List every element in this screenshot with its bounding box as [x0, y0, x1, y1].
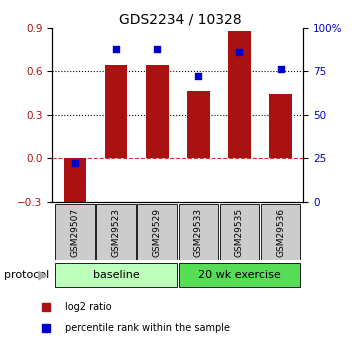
Text: GSM29507: GSM29507	[70, 207, 79, 257]
Bar	[179, 264, 300, 287]
Point	[236, 49, 242, 55]
Bar	[179, 204, 218, 260]
Text: log2 ratio: log2 ratio	[65, 302, 111, 312]
Text: GSM29535: GSM29535	[235, 207, 244, 257]
Bar	[146, 65, 169, 158]
Bar	[187, 91, 210, 158]
Bar	[228, 30, 251, 158]
Bar	[105, 65, 127, 158]
Bar	[138, 204, 177, 260]
Text: 20 wk exercise: 20 wk exercise	[198, 270, 281, 280]
Point	[72, 161, 78, 166]
Bar	[55, 264, 177, 287]
Text: baseline: baseline	[93, 270, 139, 280]
Text: GSM29523: GSM29523	[112, 207, 121, 257]
Text: protocol: protocol	[4, 270, 49, 280]
Point	[155, 46, 160, 51]
Bar	[64, 158, 86, 206]
Bar	[55, 204, 95, 260]
Text: GDS2234 / 10328: GDS2234 / 10328	[119, 12, 242, 26]
Bar	[96, 204, 136, 260]
Point	[195, 73, 201, 79]
Bar	[220, 204, 259, 260]
Text: GSM29533: GSM29533	[194, 207, 203, 257]
Point	[278, 67, 283, 72]
Bar	[261, 204, 300, 260]
Bar	[269, 95, 292, 158]
Text: GSM29529: GSM29529	[153, 207, 162, 257]
Text: ▶: ▶	[38, 269, 47, 282]
Point	[113, 46, 119, 51]
Text: percentile rank within the sample: percentile rank within the sample	[65, 323, 230, 333]
Text: GSM29536: GSM29536	[276, 207, 285, 257]
